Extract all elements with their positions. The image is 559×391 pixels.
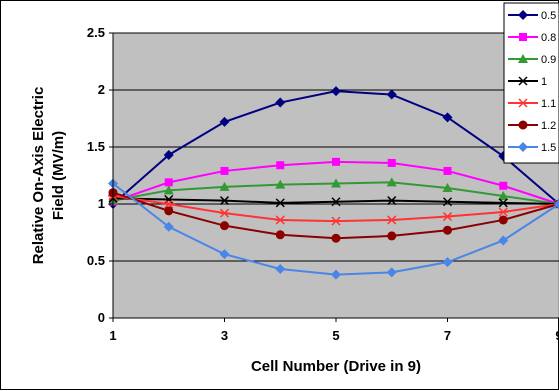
legend-box [504, 3, 559, 163]
legend-label: 0.8 [541, 32, 556, 44]
x-axis-title: Cell Number (Drive in 9) [251, 358, 421, 375]
x-tick-labels: 1 3 5 7 9 [109, 318, 559, 343]
x-tick-label: 7 [444, 328, 451, 343]
legend-label: 1 [541, 76, 547, 88]
legend-marker [519, 121, 528, 130]
data-point [387, 231, 396, 240]
data-point [499, 182, 507, 190]
data-point [443, 226, 452, 235]
legend-label: 1.1 [541, 98, 556, 110]
y-tick-label: 0 [98, 310, 105, 325]
legend: 0.5 0.8 0.9 1 1.1 1.2 1.5 [504, 3, 559, 163]
legend-marker [519, 33, 527, 41]
y-tick-label: 2.5 [87, 25, 105, 40]
data-point [165, 178, 173, 186]
x-tick-label: 9 [555, 328, 559, 343]
data-point [499, 215, 508, 224]
x-tick-label: 5 [332, 328, 339, 343]
data-point [221, 167, 229, 175]
data-point [332, 234, 341, 243]
data-point [276, 161, 284, 169]
x-tick-label: 1 [109, 328, 116, 343]
legend-label: 0.5 [541, 10, 556, 22]
y-tick-label: 1.5 [87, 139, 105, 154]
y-tick-label: 0.5 [87, 253, 105, 268]
data-point [220, 221, 229, 230]
data-point [444, 167, 452, 175]
legend-label: 0.9 [541, 54, 556, 66]
data-point [332, 158, 340, 166]
data-point [164, 206, 173, 215]
y-tick-label: 2 [98, 82, 105, 97]
data-point [276, 230, 285, 239]
legend-label: 1.5 [541, 142, 556, 154]
y-tick-labels: 0 0.5 1 1.5 2 2.5 [87, 25, 113, 325]
data-point [388, 159, 396, 167]
y-tick-label: 1 [98, 196, 105, 211]
legend-label: 1.2 [541, 120, 556, 132]
x-tick-label: 3 [221, 328, 228, 343]
